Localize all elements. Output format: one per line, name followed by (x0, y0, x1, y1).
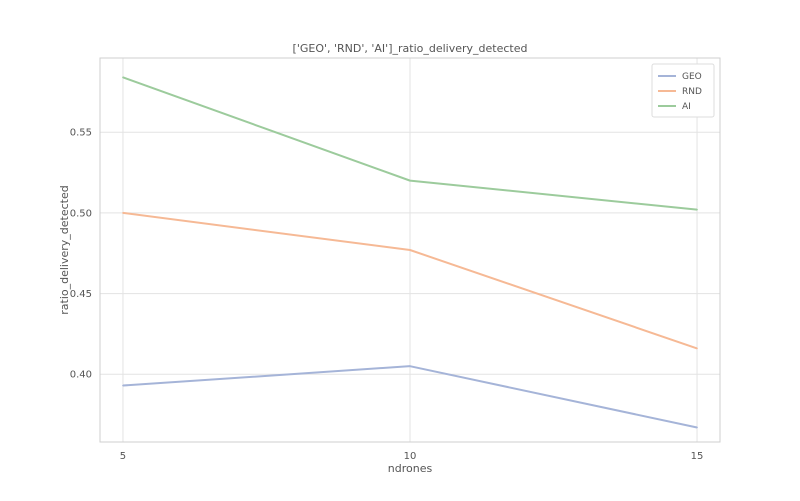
legend-label-ai: AI (682, 102, 691, 112)
data-point-geo (122, 384, 124, 387)
chart-title: ['GEO', 'RND', 'AI']_ratio_delivery_dete… (293, 42, 528, 55)
legend-box (651, 63, 715, 118)
x-tick-label: 10 (404, 451, 417, 462)
data-point-rnd (696, 347, 698, 350)
series-lines (122, 76, 698, 429)
x-axis-label: ndrones (388, 462, 433, 475)
grid (100, 58, 720, 442)
data-point-ai (409, 179, 411, 182)
data-point-ai (696, 208, 698, 211)
x-tick-label: 5 (120, 451, 126, 462)
data-point-rnd (409, 249, 411, 251)
y-tick-label: 0.40 (70, 370, 92, 381)
data-point-geo (409, 365, 411, 367)
data-point-geo (696, 426, 698, 429)
y-tick-label: 0.55 (70, 128, 92, 139)
y-tick-label: 0.45 (70, 289, 92, 300)
tick-labels: 5 10 15 0.40 0.45 0.50 0.55 (70, 128, 704, 462)
legend-label-geo: GEO (682, 72, 702, 82)
legend-label-rnd: RND (682, 87, 702, 97)
x-tick-label: 15 (691, 451, 704, 462)
y-tick-label: 0.50 (70, 208, 92, 219)
plot-area (99, 57, 721, 443)
y-axis-label: ratio_delivery_detected (58, 185, 71, 314)
data-point-ai (122, 76, 124, 79)
data-point-rnd (122, 212, 124, 214)
legend: GEO RND AI (651, 63, 715, 118)
